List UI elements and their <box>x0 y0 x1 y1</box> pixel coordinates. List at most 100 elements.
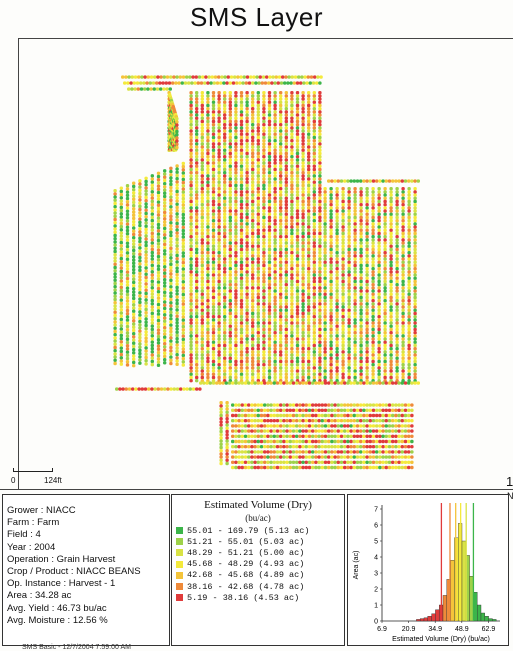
y-tick-label: 3 <box>374 571 378 578</box>
histogram-bar <box>424 618 428 621</box>
histogram-bar <box>477 605 481 621</box>
map-edge-number: 1 <box>506 474 513 489</box>
harvest-pass <box>327 179 420 182</box>
legend-range-label: 51.21 - 55.01 (5.03 ac) <box>187 537 304 547</box>
harvest-pass <box>323 187 326 382</box>
histogram-bar <box>435 610 439 621</box>
harvest-pass <box>273 91 276 382</box>
histogram-bar <box>485 616 489 621</box>
harvest-pass <box>383 187 386 382</box>
legend-range-label: 38.16 - 42.68 (4.78 ac) <box>187 582 304 592</box>
harvest-pass <box>257 91 260 382</box>
harvest-pass <box>182 162 185 367</box>
legend-title: Estimated Volume (Dry) <box>172 499 344 511</box>
legend-row: 42.68 - 45.68 (4.89 ac) <box>176 570 309 581</box>
y-tick-label: 4 <box>374 555 378 562</box>
legend-swatch <box>176 594 183 601</box>
scale-bar <box>13 468 53 472</box>
harvest-pass <box>313 91 316 382</box>
harvest-pass <box>359 187 362 382</box>
harvest-pass <box>296 91 299 382</box>
harvest-pass <box>329 187 332 382</box>
field-info-row: Operation : Grain Harvest <box>3 554 141 566</box>
harvest-pass <box>231 466 414 469</box>
legend-range-label: 55.01 - 169.79 (5.13 ac) <box>187 526 309 536</box>
harvest-pass <box>231 409 414 412</box>
legend-swatch <box>176 572 183 579</box>
harvest-pass <box>123 81 322 84</box>
harvest-pass <box>341 187 344 382</box>
page-title: SMS Layer <box>0 2 513 33</box>
scale-bar-distance-label: 124ft <box>44 476 62 485</box>
legend-swatch <box>176 549 183 556</box>
harvest-pass <box>285 91 288 382</box>
harvest-pass <box>225 401 228 465</box>
harvest-pass <box>120 187 123 366</box>
legend-row: 51.21 - 55.01 (5.03 ac) <box>176 536 309 547</box>
scale-bar-zero-label: 0 <box>11 476 15 485</box>
harvest-pass <box>212 91 215 382</box>
y-tick-label: 7 <box>374 507 378 514</box>
harvest-pass <box>163 169 166 364</box>
legend-range-label: 48.29 - 51.21 (5.00 ac) <box>187 548 304 558</box>
harvest-pass <box>157 172 160 367</box>
harvest-pass <box>347 187 350 382</box>
yield-map[interactable] <box>19 39 513 489</box>
legend-swatch <box>176 538 183 545</box>
harvest-pass <box>231 414 414 417</box>
histogram-bar <box>416 619 420 621</box>
harvest-pass <box>231 461 414 464</box>
harvest-pass <box>229 91 232 382</box>
legend-row: 38.16 - 42.68 (4.78 ac) <box>176 581 309 592</box>
harvest-pass <box>113 189 116 365</box>
legend-row: 45.68 - 48.29 (4.93 ac) <box>176 559 309 570</box>
histogram-bar <box>428 616 432 621</box>
field-info-row: Year : 2004 <box>3 542 141 554</box>
x-tick-label: 6.9 <box>377 626 387 633</box>
field-info-row: Field : 4 <box>3 529 141 541</box>
x-axis-label: Estimated Volume (Dry) (bu/ac) <box>392 636 490 643</box>
field-info-row: Area : 34.28 ac <box>3 590 141 602</box>
legend-swatch <box>176 561 183 568</box>
harvest-pass <box>401 187 404 382</box>
harvest-pass <box>126 184 129 367</box>
histogram-bar <box>420 619 424 621</box>
harvest-pass <box>268 91 271 382</box>
field-info-row: Avg. Yield : 46.73 bu/ac <box>3 603 141 615</box>
harvest-pass <box>407 187 410 382</box>
harvest-pass <box>231 445 414 448</box>
harvest-pass <box>231 424 414 427</box>
y-tick-label: 1 <box>374 603 378 610</box>
harvest-pass <box>231 435 414 438</box>
yield-map-area[interactable] <box>19 39 513 489</box>
y-tick-label: 5 <box>374 539 378 546</box>
panel-divider <box>0 489 513 490</box>
harvest-pass <box>195 91 198 382</box>
harvest-pass <box>301 91 304 382</box>
x-tick-label: 34.9 <box>428 626 442 633</box>
histogram-bar <box>489 619 493 621</box>
harvest-pass <box>151 174 154 366</box>
harvest-pass <box>353 187 356 382</box>
harvest-pass <box>121 75 323 78</box>
histogram-bar <box>481 613 485 621</box>
harvest-pass <box>413 187 416 382</box>
histogram-bar <box>451 560 455 621</box>
x-tick-label: 62.9 <box>482 626 496 633</box>
harvest-pass <box>175 164 178 366</box>
histogram-bar <box>443 595 447 621</box>
harvest-pass <box>279 91 282 382</box>
harvest-pass <box>365 187 368 382</box>
harvest-pass <box>231 455 414 458</box>
harvest-pass <box>231 440 414 443</box>
legend-panel: Estimated Volume (Dry) (bu/ac) 55.01 - 1… <box>171 494 345 646</box>
x-tick-label: 48.9 <box>455 626 469 633</box>
harvest-pass <box>138 179 141 365</box>
harvest-pass <box>231 419 414 422</box>
harvest-passes <box>113 75 420 469</box>
legend-swatch <box>176 527 183 534</box>
harvest-pass <box>245 91 248 382</box>
